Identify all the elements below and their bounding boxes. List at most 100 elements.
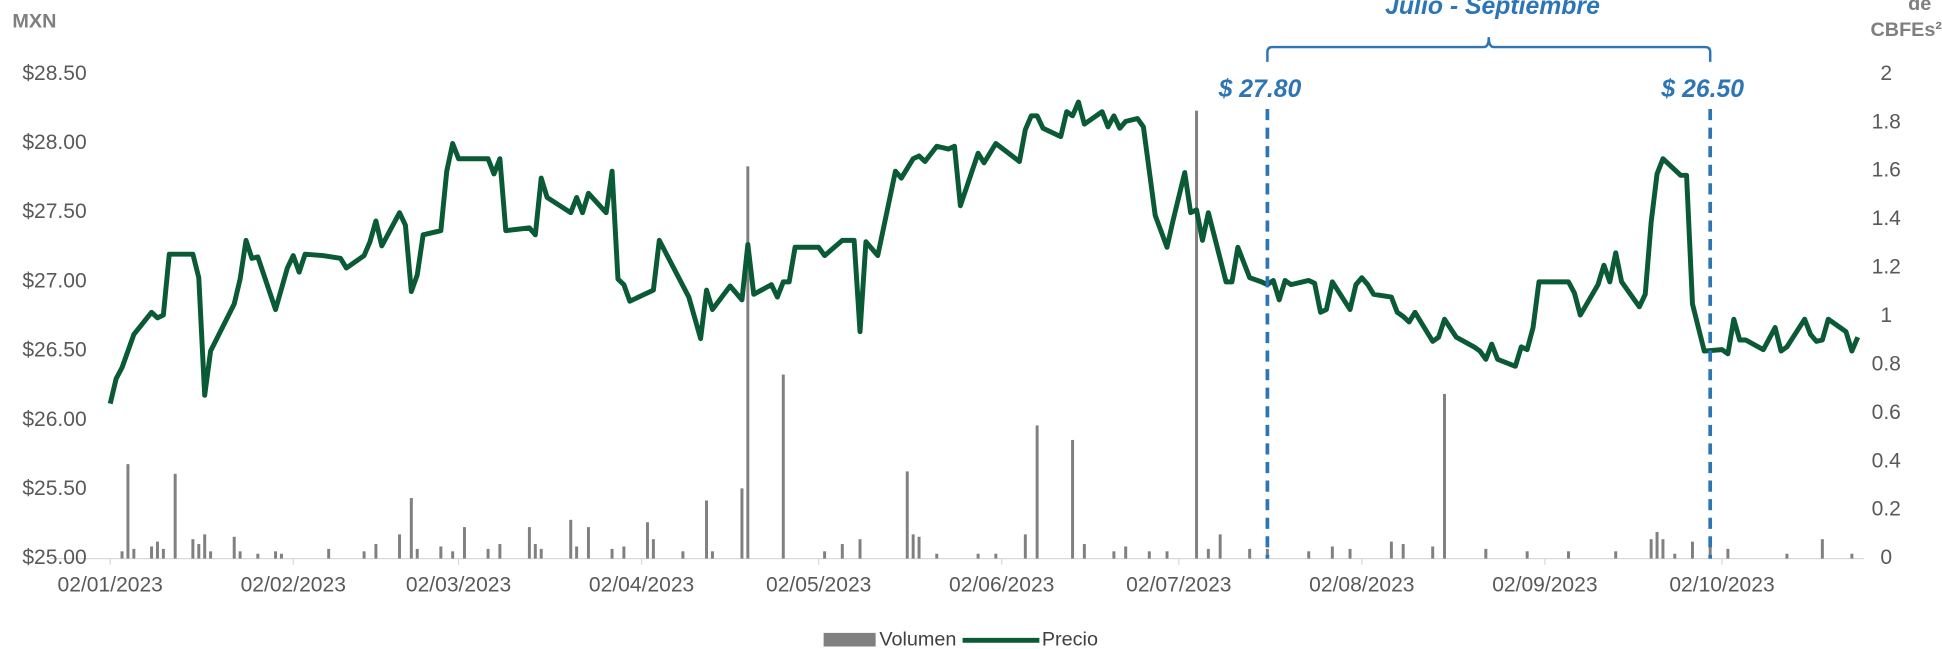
volume-bar xyxy=(462,527,466,559)
volume-bar xyxy=(1673,553,1677,559)
y2-tick-label: 0.4 xyxy=(1872,449,1902,472)
y2-tick-label: 2 xyxy=(1880,62,1892,85)
x-tick-label: 02/03/2023 xyxy=(406,573,511,596)
volume-bar xyxy=(645,522,649,559)
volume-bar xyxy=(197,544,201,559)
volume-bar xyxy=(1330,546,1334,559)
volume-bar xyxy=(203,534,207,559)
volume-bar xyxy=(911,534,915,559)
volume-bar xyxy=(1165,551,1169,559)
volume-bar xyxy=(120,551,124,559)
x-tick-label: 02/02/2023 xyxy=(241,573,346,596)
price-line xyxy=(107,99,1861,405)
price-annotation: $ 27.80 xyxy=(1218,76,1302,103)
volume-bar xyxy=(569,519,573,559)
volume-bar xyxy=(1112,551,1116,559)
volume-bar xyxy=(1690,541,1694,559)
volume-bar xyxy=(1661,539,1665,559)
volume-bar xyxy=(781,374,785,559)
y-tick-label: $28.00 xyxy=(22,131,86,154)
y-tick-label: $25.00 xyxy=(22,546,86,569)
x-tick-label: 02/05/2023 xyxy=(766,573,871,596)
y-axis-title: MXN xyxy=(12,11,56,33)
x-tick-label: 02/01/2023 xyxy=(58,573,163,596)
volume-bar xyxy=(238,551,242,559)
volume-bar xyxy=(1265,548,1269,559)
volume-bar xyxy=(486,548,490,559)
volume-bar xyxy=(1649,539,1653,559)
volume-bar xyxy=(274,551,278,559)
volume-bar xyxy=(161,548,165,559)
volume-bar xyxy=(935,553,939,559)
x-tick-label: 02/06/2023 xyxy=(949,573,1054,596)
volume-bar xyxy=(1850,553,1854,559)
y-tick-label: $27.00 xyxy=(22,269,86,292)
x-tick-label: 02/08/2023 xyxy=(1309,573,1414,596)
volume-bar xyxy=(155,541,159,559)
x-tick-label: 02/10/2023 xyxy=(1669,573,1774,596)
volume-bar xyxy=(1708,546,1712,559)
y2-tick-label: 1.2 xyxy=(1872,256,1901,279)
y2-tick-label: 1.6 xyxy=(1872,159,1901,182)
volume-bar xyxy=(1082,544,1086,559)
volume-bar xyxy=(132,548,136,559)
volume-bar xyxy=(1389,541,1393,559)
volume-bar xyxy=(1820,539,1824,559)
volume-bar xyxy=(327,548,331,559)
volume-bar xyxy=(1567,551,1570,559)
volume-bar xyxy=(1655,531,1659,559)
volume-bar xyxy=(651,539,655,559)
volume-bar xyxy=(681,551,685,559)
volume-bar xyxy=(1206,548,1210,559)
y2-tick-label: 0.6 xyxy=(1872,401,1901,424)
x-tick-label: 02/04/2023 xyxy=(589,573,694,596)
volume-bar xyxy=(575,546,579,559)
volume-bar xyxy=(710,551,714,559)
volume-bar xyxy=(1147,551,1151,559)
volume-bar xyxy=(232,536,236,559)
legend-swatch xyxy=(823,632,876,647)
volume-bar xyxy=(498,544,502,559)
y2-tick-label: 0.8 xyxy=(1872,352,1901,375)
volume-bar xyxy=(362,551,366,559)
volume-bar xyxy=(256,553,260,559)
volume-bar xyxy=(1401,544,1405,559)
volume-bar xyxy=(191,539,195,559)
volume-bar xyxy=(451,551,455,559)
volume-bar xyxy=(279,553,283,559)
y-tick-label: $28.50 xyxy=(22,62,86,85)
volume-bar xyxy=(1614,551,1618,559)
volume-bar xyxy=(1307,551,1311,559)
volume-bar xyxy=(527,527,531,559)
volume-bar xyxy=(439,546,443,559)
volume-bar xyxy=(976,553,980,559)
y2-axis-title: de xyxy=(1908,0,1931,15)
volume-bar xyxy=(409,498,413,559)
y2-tick-label: 1 xyxy=(1880,304,1892,327)
volume-bar xyxy=(1726,548,1730,559)
volume-bar xyxy=(1023,534,1027,559)
y-tick-label: $26.00 xyxy=(22,408,86,431)
volume-bar xyxy=(1785,553,1789,559)
volume-bar xyxy=(1443,393,1446,559)
volume-bar xyxy=(1525,551,1529,559)
bracket-label: Julio - Septiembre xyxy=(1385,0,1600,20)
price-annotation: $ 26.50 xyxy=(1660,76,1744,103)
y2-tick-label: 0.2 xyxy=(1872,498,1901,521)
y2-tick-label: 0 xyxy=(1880,546,1892,569)
volume-bar xyxy=(1124,546,1128,559)
volume-bar xyxy=(1431,546,1435,559)
volume-bar xyxy=(705,500,709,559)
y-tick-label: $27.50 xyxy=(22,200,86,223)
volume-bar xyxy=(740,488,744,559)
volume-bar xyxy=(823,551,827,559)
volume-bar xyxy=(539,548,543,559)
volume-bar xyxy=(1248,548,1252,559)
volume-bar xyxy=(374,544,378,559)
volume-bar xyxy=(622,546,626,559)
volume-bar xyxy=(746,166,750,559)
y2-tick-label: 1.8 xyxy=(1872,110,1901,133)
volume-bar xyxy=(209,551,213,559)
volume-bar xyxy=(1071,439,1075,559)
